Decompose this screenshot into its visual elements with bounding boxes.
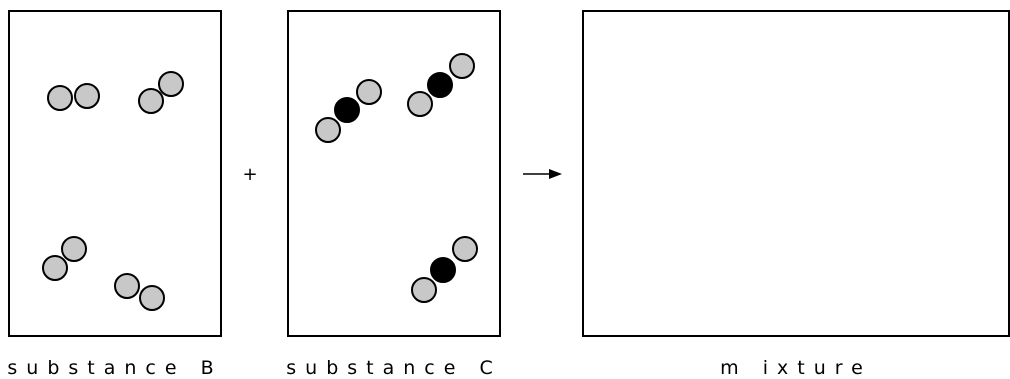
substance-c-molecule [411,236,478,303]
substance-b-molecule [47,83,100,111]
substance-c-label: substance C [286,357,501,379]
gray-atom [139,285,165,311]
gray-atom [411,277,437,303]
substance-c-molecules [315,53,478,303]
black-atom [427,72,453,98]
substance-b-molecule [114,273,165,311]
black-atom [430,257,456,283]
gray-atom [356,79,382,105]
substance-c-box [287,10,501,337]
reaction-arrow-icon [523,169,562,179]
gray-atom [42,255,68,281]
gray-atom [452,236,478,262]
plus-sign: + [242,164,257,185]
gray-atom [47,85,73,111]
substance-b-molecule [42,236,87,281]
gray-atom [61,236,87,262]
gray-atom [138,88,164,114]
substance-b-box [8,10,222,337]
substance-b-molecule [138,71,184,114]
gray-atom [407,91,433,117]
gray-atom [449,53,475,79]
gray-atom [114,273,140,299]
gray-atom [158,71,184,97]
substance-c-molecule [315,79,382,143]
mixture-box [582,10,1010,337]
substance-b-molecules [42,71,184,311]
mixture-label: m ixture [720,357,872,379]
black-atom [334,97,360,123]
gray-atom [74,83,100,109]
substance-b-label: substance B [7,357,222,379]
gray-atom [315,117,341,143]
substance-c-molecule [407,53,475,117]
